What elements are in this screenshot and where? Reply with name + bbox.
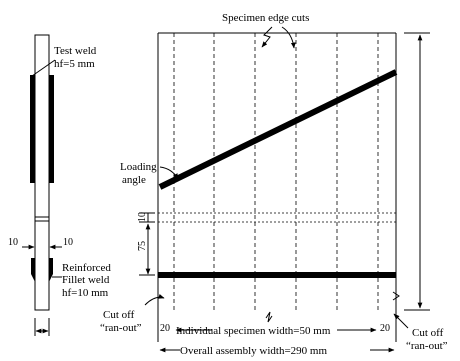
plan-view: Specimen edge cuts Loading angle 10 75 C…: [100, 12, 448, 357]
test-weld-leader: [31, 59, 56, 77]
fillet-weld-right-bar: [49, 258, 53, 274]
dim-10-left-label: 10: [8, 237, 18, 248]
test-weld-right-bar: [49, 75, 54, 183]
side-view-plate: [34, 34, 50, 311]
individual-width-label: Individual specimen width=50 mm: [176, 325, 331, 337]
loading-angle-arc: [159, 166, 179, 180]
angle-label: angle: [122, 174, 146, 186]
dim-75-label: 75: [137, 241, 148, 251]
dim-20-right-label: 20: [380, 323, 390, 334]
cut-off-right-label: Cut off: [412, 327, 444, 339]
loading-label: Loading: [120, 161, 157, 173]
reinforced-label: Reinforced: [62, 262, 111, 274]
fillet-weld-label: Fillet weld: [62, 274, 110, 286]
edge-cuts-leader-left: [261, 26, 273, 48]
hf-fillet-label: hf=10 mm: [62, 287, 109, 299]
hf-test-label: hf=5 mm: [54, 58, 95, 70]
ran-out-left-label: “ran-out”: [100, 322, 142, 334]
dim-10-vertical-label: 10: [137, 212, 148, 222]
specimen-edge-cuts-label: Specimen edge cuts: [222, 12, 309, 24]
overall-width-label: Overall assembly width=290 mm: [180, 345, 327, 357]
ran-out-right-label: “ran-out”: [406, 340, 448, 352]
dim-20-left-label: 20: [160, 323, 170, 334]
cut-off-right-leader: [393, 313, 409, 329]
edge-break-mark: [392, 291, 400, 301]
dim-10-right-label: 10: [63, 237, 73, 248]
fillet-weld-left-tip: [31, 274, 35, 282]
test-weld-label: Test weld: [54, 45, 97, 57]
fillet-weld-left-bar: [31, 258, 35, 274]
fillet-weld-right-tip: [49, 274, 53, 282]
inclined-test-weld: [158, 69, 398, 190]
bottom-break-mark: [265, 311, 273, 323]
test-weld-left-bar: [30, 75, 35, 183]
cut-off-left-leader: [144, 294, 165, 306]
side-view: 10 10 Test weld hf=5 mm Reinforced Fille…: [8, 34, 111, 336]
cut-off-left-label: Cut off: [103, 309, 135, 321]
edge-cuts-leader-right: [281, 26, 296, 49]
